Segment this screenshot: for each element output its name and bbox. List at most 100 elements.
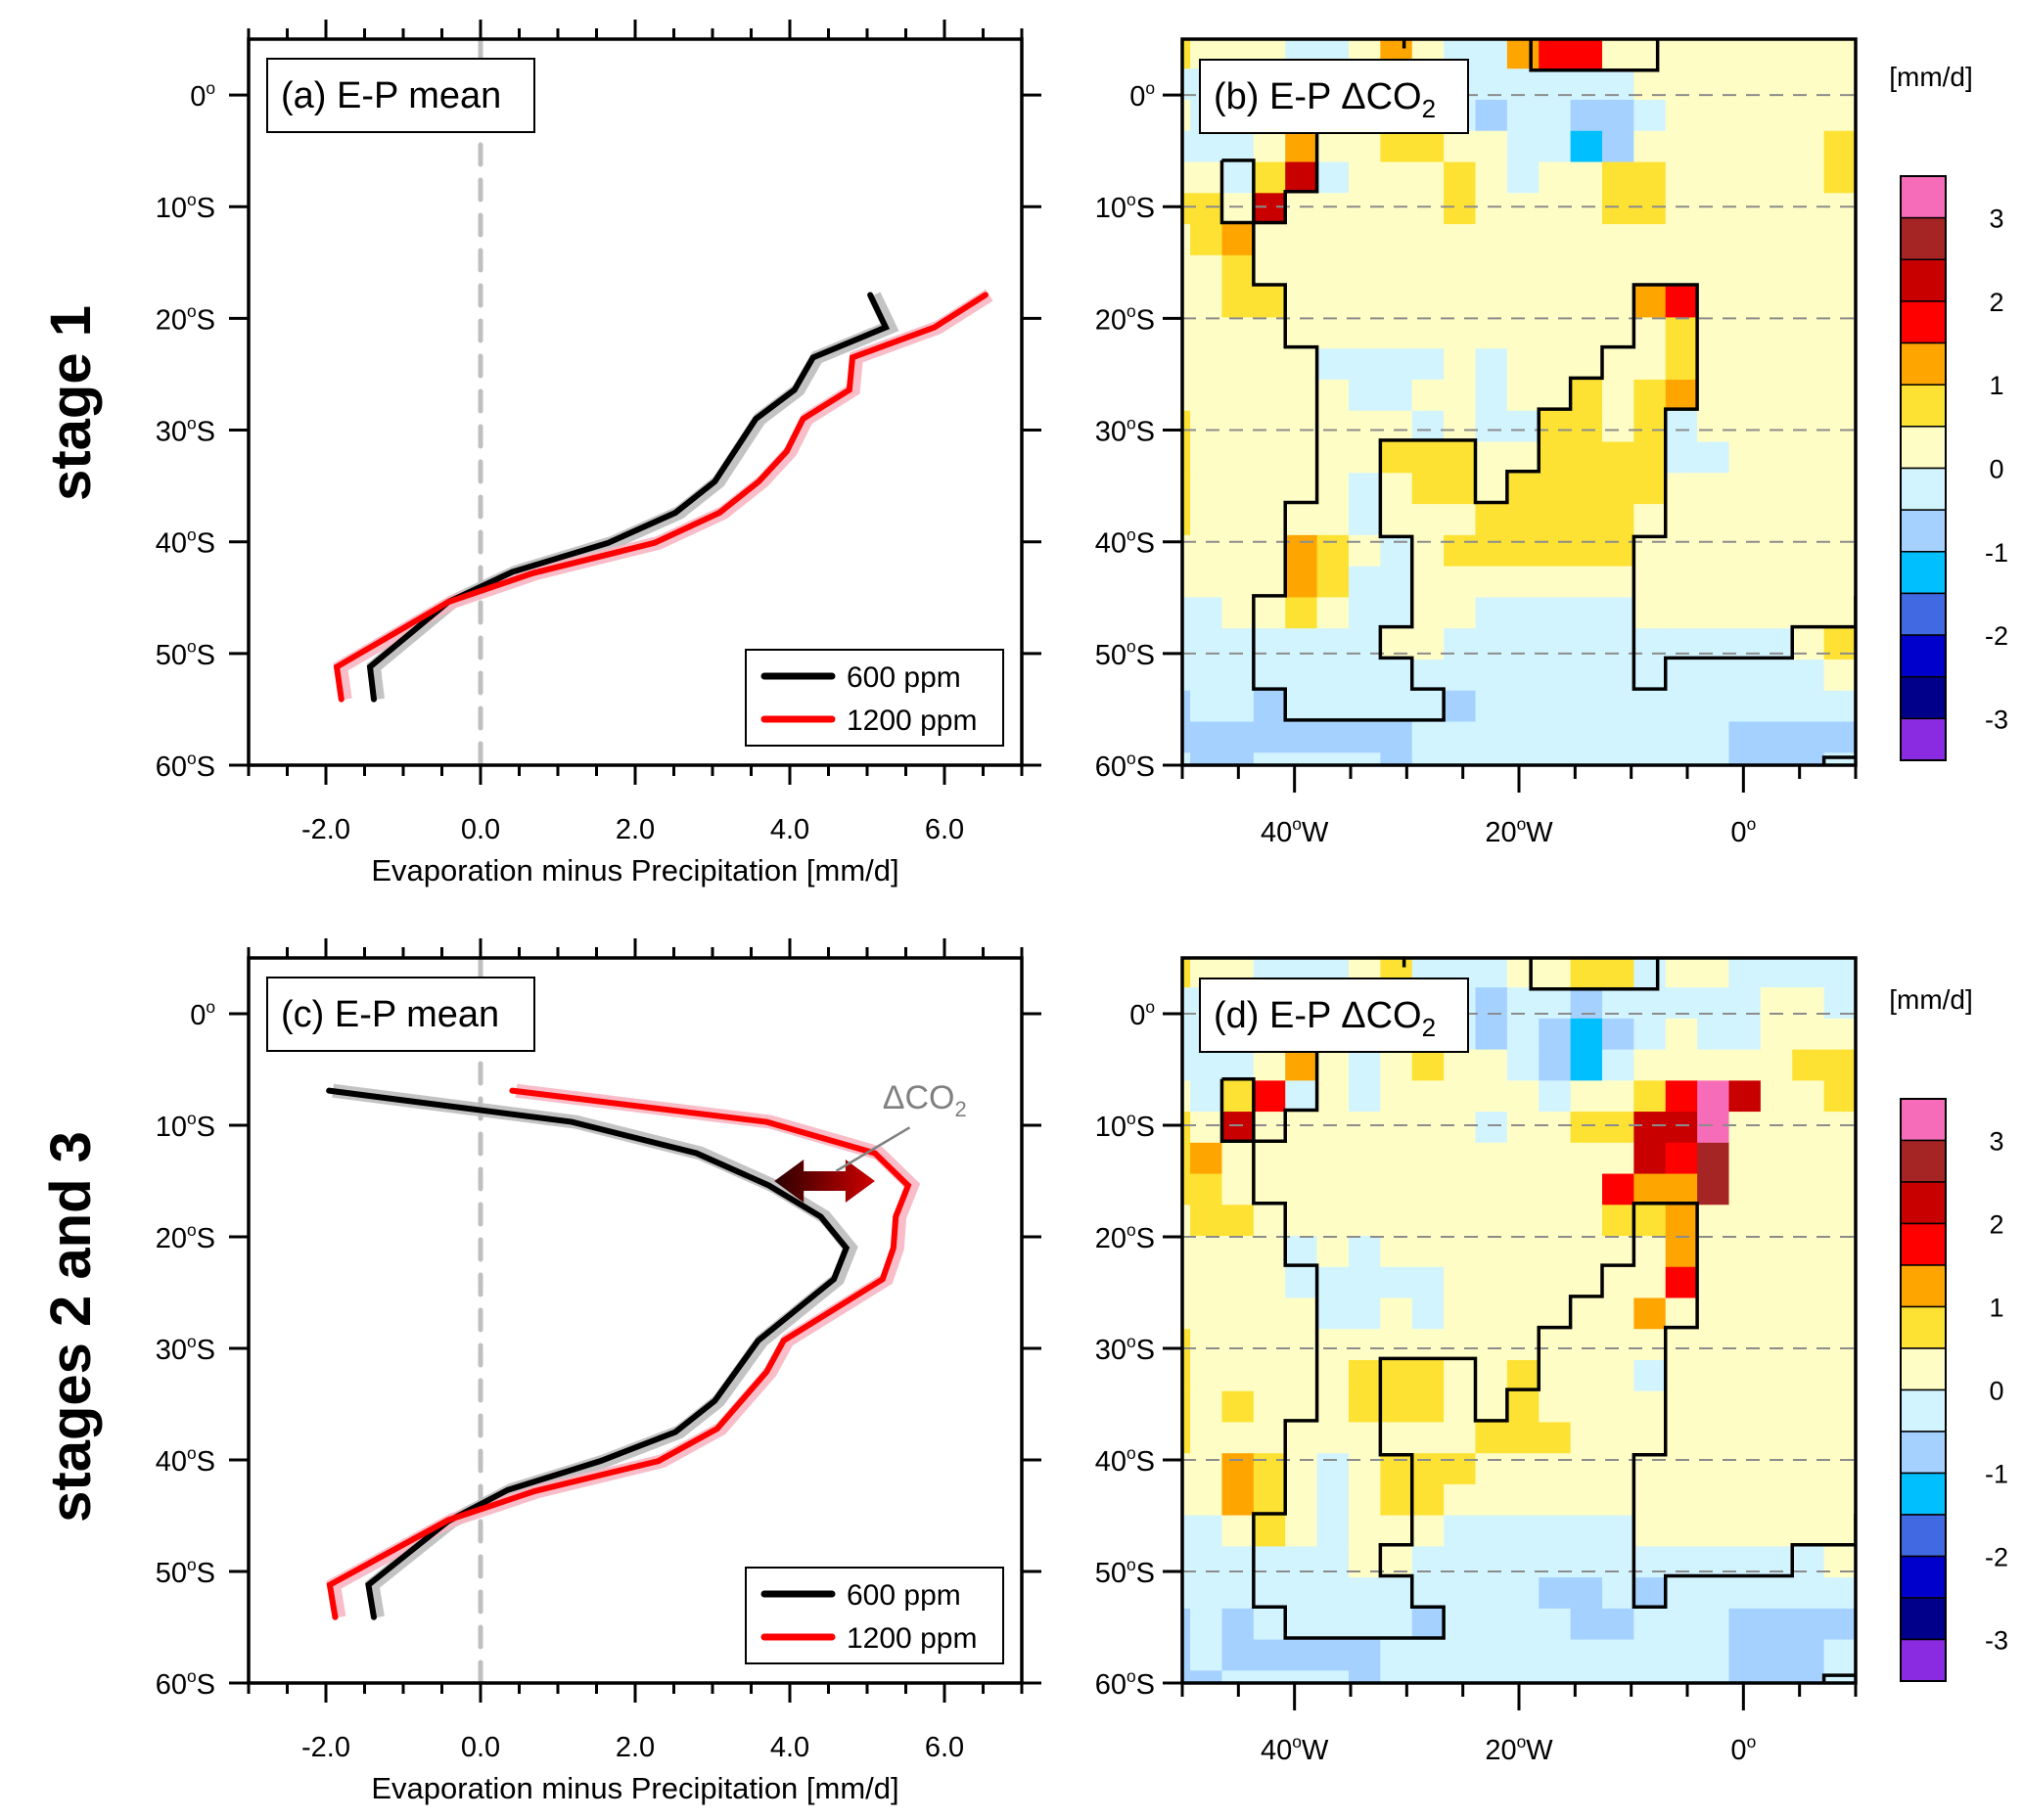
- heatmap-cell: [1697, 161, 1730, 194]
- heatmap-cell: [1570, 99, 1603, 132]
- heatmap-cell: [1665, 1080, 1698, 1113]
- heatmap-cell: [1316, 348, 1350, 381]
- heatmap-cell: [1475, 1422, 1508, 1454]
- heatmap-cell: [1190, 534, 1223, 568]
- heatmap-cell: [1506, 1112, 1540, 1144]
- heatmap-cell: [1506, 1173, 1540, 1206]
- heatmap-cell: [1665, 1173, 1698, 1206]
- heatmap-cell: [1348, 317, 1381, 349]
- heatmap-cell: [1760, 1639, 1793, 1671]
- heatmap-cell: [1253, 597, 1286, 629]
- heatmap-cell: [1411, 193, 1445, 225]
- heatmap-cell: [1760, 1205, 1793, 1237]
- lat-tick-label: 20oS: [1095, 301, 1155, 336]
- heatmap-cell: [1380, 566, 1413, 599]
- heatmap-cell: [1539, 1266, 1572, 1299]
- heatmap-cell: [1728, 410, 1762, 443]
- y-tick-label: 0o: [190, 997, 215, 1031]
- heatmap-cell: [1539, 348, 1572, 381]
- heatmap-cell: [1380, 1112, 1413, 1144]
- colorbar-tick-label: 1: [1989, 1294, 2003, 1323]
- heatmap-cell: [1697, 99, 1730, 132]
- heatmap-cell: [1506, 1453, 1540, 1485]
- heatmap-cell: [1190, 566, 1223, 599]
- heatmap-cell: [1380, 597, 1413, 629]
- heatmap-cell: [1285, 504, 1318, 536]
- heatmap-cell: [1665, 1390, 1698, 1424]
- heatmap-cell: [1823, 99, 1856, 132]
- heatmap-cell: [1348, 130, 1381, 163]
- heatmap-cell: [1823, 1546, 1856, 1578]
- heatmap-cell: [1253, 628, 1286, 660]
- heatmap-cell: [1182, 1670, 1191, 1683]
- heatmap-cell: [1285, 1546, 1318, 1578]
- heatmap-cell: [1570, 39, 1603, 69]
- colorbar-box: [1900, 675, 1947, 720]
- heatmap-cell: [1570, 1049, 1603, 1081]
- heatmap-cell: [1316, 254, 1350, 288]
- heatmap-cell: [1823, 1236, 1856, 1268]
- heatmap-cell: [1221, 410, 1255, 443]
- heatmap-cell: [1728, 1266, 1762, 1299]
- heatmap-cell: [1728, 504, 1762, 536]
- heatmap-cell: [1728, 317, 1762, 349]
- heatmap-cell: [1665, 317, 1698, 349]
- heatmap-cell: [1316, 659, 1350, 692]
- heatmap-cell: [1697, 1142, 1730, 1175]
- heatmap-cell: [1316, 1236, 1350, 1268]
- heatmap-cell: [1285, 721, 1318, 753]
- heatmap-cell: [1792, 224, 1825, 256]
- colorbar-tick-label: -3: [1985, 705, 2008, 734]
- heatmap-cell: [1728, 1453, 1762, 1485]
- heatmap-cell: [1665, 752, 1698, 765]
- heatmap-cell: [1221, 690, 1255, 723]
- x-tick-label: 6.0: [925, 814, 964, 845]
- heatmap-cell: [1190, 628, 1223, 660]
- heatmap-cell: [1823, 659, 1856, 692]
- heatmap-cell: [1539, 1049, 1572, 1081]
- heatmap-cell: [1475, 254, 1508, 288]
- colorbar-box: [1900, 592, 1947, 636]
- x-tick-label: 4.0: [770, 814, 809, 845]
- heatmap-cell: [1182, 566, 1191, 599]
- heatmap-cell: [1633, 1049, 1667, 1081]
- heatmap-cell: [1444, 161, 1477, 194]
- heatmap-cell: [1697, 473, 1730, 505]
- heatmap-cell: [1190, 1173, 1223, 1206]
- heatmap-cell: [1792, 348, 1825, 381]
- heatmap-cell: [1697, 597, 1730, 629]
- heatmap-cell: [1792, 1546, 1825, 1578]
- heatmap-cell: [1348, 410, 1381, 443]
- heatmap-cell: [1411, 379, 1445, 412]
- heatmap-cell: [1285, 1608, 1318, 1641]
- heatmap-cell: [1539, 1205, 1572, 1237]
- heatmap-cell: [1728, 1390, 1762, 1424]
- heatmap-cell: [1348, 1329, 1381, 1361]
- heatmap-cell: [1380, 473, 1413, 505]
- heatmap-cell: [1253, 566, 1286, 599]
- colorbar-tick-label: 2: [1989, 288, 2003, 317]
- coastlines: [1219, 39, 1856, 765]
- heatmap-cell: [1285, 534, 1318, 568]
- heatmap-cell: [1539, 597, 1572, 629]
- heatmap-cell: [1633, 1018, 1667, 1051]
- heatmap-cell: [1444, 1577, 1477, 1610]
- heatmap-cell: [1444, 286, 1477, 319]
- heatmap-cell: [1285, 1205, 1318, 1237]
- heatmap-cell: [1823, 690, 1856, 723]
- heatmap-cell: [1253, 379, 1286, 412]
- heatmap-cell: [1253, 1390, 1286, 1424]
- heatmap-cell: [1823, 161, 1856, 194]
- x-tick-label: -2.0: [301, 1732, 350, 1763]
- heatmap-cell: [1697, 193, 1730, 225]
- heatmap-cell: [1760, 1670, 1793, 1683]
- heatmap-cell: [1792, 1670, 1825, 1683]
- heatmap-cell: [1665, 1483, 1698, 1517]
- heatmap-cell: [1570, 348, 1603, 381]
- heatmap-cell: [1182, 68, 1191, 101]
- heatmap-cell: [1570, 1205, 1603, 1237]
- heatmap-cell: [1792, 659, 1825, 692]
- heatmap-cell: [1506, 659, 1540, 692]
- heatmap-cell: [1792, 1453, 1825, 1485]
